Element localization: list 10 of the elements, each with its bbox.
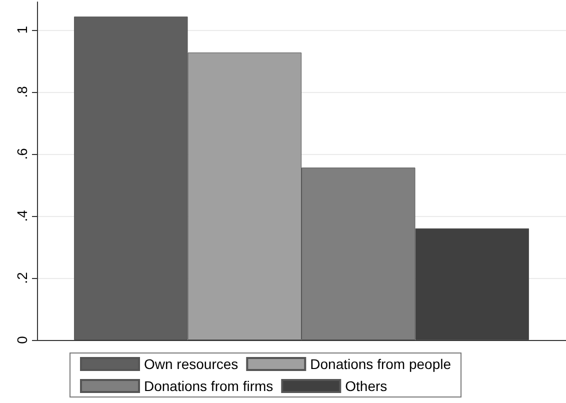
legend-label: Others [345,378,388,394]
y-tick-label: 0 [14,336,30,344]
legend-label: Donations from firms [144,378,274,394]
y-tick-label: .6 [14,148,30,160]
y-tick-label: .8 [14,86,30,98]
y-tick-label: .2 [14,272,30,284]
y-tick-label: .4 [14,210,30,222]
legend-label: Own resources [144,356,238,372]
y-tick-label: 1 [14,26,30,34]
legend-label: Donations from people [310,356,452,372]
